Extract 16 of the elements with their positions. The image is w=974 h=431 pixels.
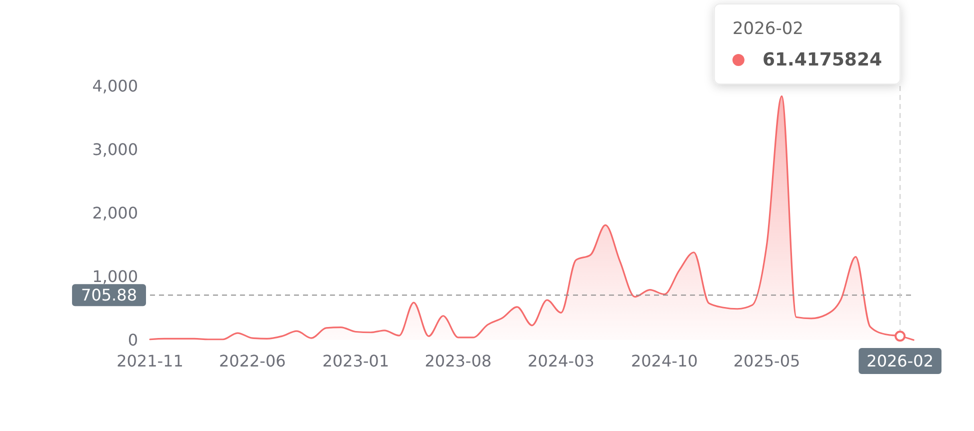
y-tick-label: 1,000 — [92, 267, 138, 286]
x-tick-label: 2024-10 — [630, 352, 698, 370]
x-tick-label: 2024-03 — [528, 352, 594, 370]
y-tick-label: 2,000 — [92, 204, 138, 222]
text: 61.4175824 — [762, 50, 882, 70]
y-tick-label: 3,000 — [92, 140, 138, 159]
y-tick-label: 0 — [128, 330, 138, 350]
x-tick-label: 2021-11 — [116, 352, 184, 370]
ref-line-label: 2026-02 — [866, 352, 934, 370]
ref-line-label: 705.88 — [81, 286, 138, 305]
text: 2026-02 — [732, 19, 804, 39]
x-tick-label: 2023-08 — [424, 352, 492, 370]
x-tick-label: 2025-05 — [733, 352, 800, 370]
y-tick-label: 4,000 — [92, 76, 138, 96]
x-tick-label: 2023-01 — [322, 352, 390, 370]
x-tick-label: 2022-06 — [218, 352, 286, 370]
